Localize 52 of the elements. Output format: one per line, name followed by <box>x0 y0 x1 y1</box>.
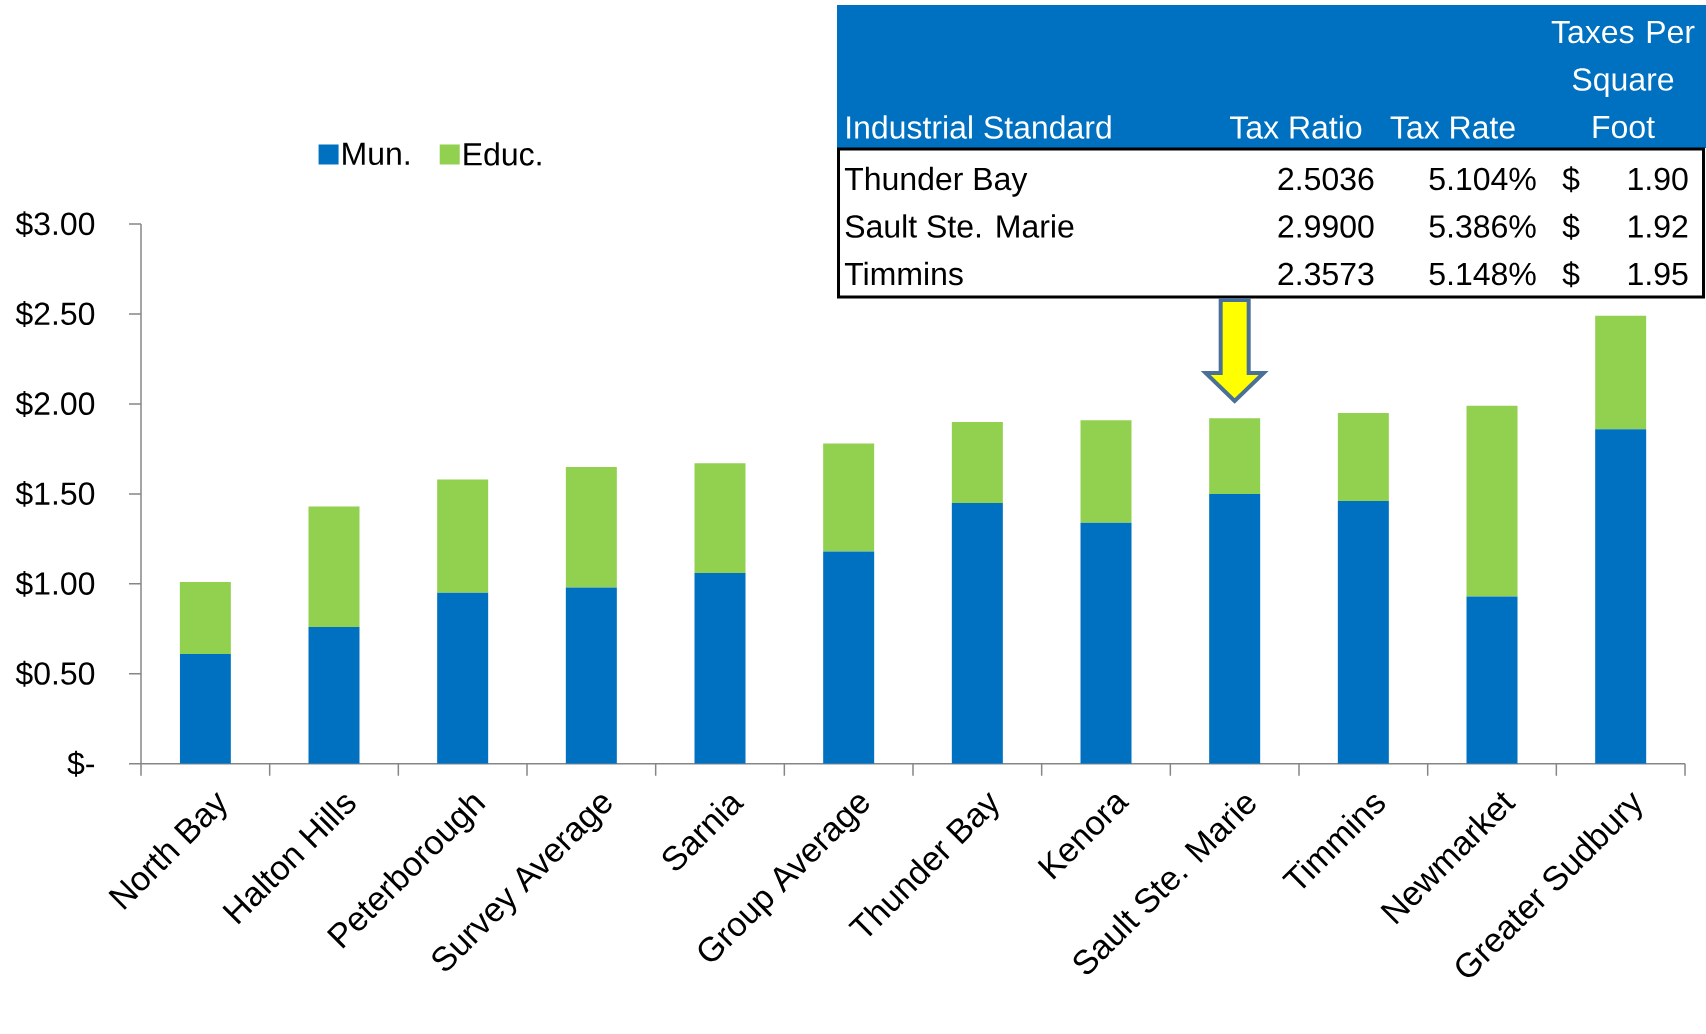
annotation: 5.386% <box>1429 215 1536 238</box>
text: 2.5036 <box>1278 167 1374 191</box>
text: Tax Ratio <box>1230 115 1362 139</box>
annotation: 1.92 <box>1628 215 1688 238</box>
annotation: Timmins <box>844 261 963 286</box>
bar <box>694 573 746 764</box>
annotation: 1.95 <box>1628 262 1688 286</box>
y-tick-label: $1.50 <box>15 480 95 507</box>
text: 5.104% <box>1429 167 1536 191</box>
bar <box>1209 493 1261 764</box>
annotation: Sault Ste. Marie <box>845 214 1074 238</box>
bar <box>823 443 875 552</box>
y-tick-label: $2.00 <box>15 391 95 417</box>
bar <box>694 463 746 574</box>
annotation: 5.148% <box>1429 262 1536 286</box>
bar <box>308 506 360 627</box>
y-tick-label: $2.50 <box>15 301 95 327</box>
bar <box>1337 412 1389 502</box>
bar <box>1209 418 1261 494</box>
bar <box>565 466 617 588</box>
bar <box>1466 405 1518 597</box>
bar <box>308 627 360 764</box>
bar <box>1595 315 1647 430</box>
legend-label: Educ. <box>464 142 541 166</box>
text: Industrial Standard <box>847 115 1111 139</box>
legend-label: Mun. <box>343 142 409 166</box>
bar <box>1466 596 1518 764</box>
annotation: $ <box>1562 213 1580 240</box>
y-tick-label: $- <box>67 750 95 777</box>
bar <box>437 592 489 764</box>
text: 1.90 <box>1628 167 1688 191</box>
text: Thunder Bay <box>844 166 1028 197</box>
y-tick-label: $0.50 <box>15 660 95 687</box>
annotation: 2.3573 <box>1278 262 1374 286</box>
annotation: 2.9900 <box>1278 215 1374 238</box>
bar <box>179 653 231 764</box>
bar <box>1595 429 1647 764</box>
bar <box>1337 501 1389 764</box>
bar <box>1080 522 1132 764</box>
bar <box>565 587 617 764</box>
text: Taxes Per Square Foot <box>1551 20 1695 139</box>
bar <box>179 582 231 654</box>
bar <box>823 551 875 764</box>
bar <box>951 421 1003 503</box>
text: $ <box>1562 166 1580 193</box>
annotation: $ <box>1562 261 1580 288</box>
y-tick-label: $3.00 <box>15 211 95 238</box>
text: Tax Rate <box>1390 116 1515 139</box>
y-tick-label: $1.00 <box>15 570 95 597</box>
bar <box>951 502 1003 764</box>
bar <box>1080 420 1132 523</box>
bar <box>437 479 489 593</box>
